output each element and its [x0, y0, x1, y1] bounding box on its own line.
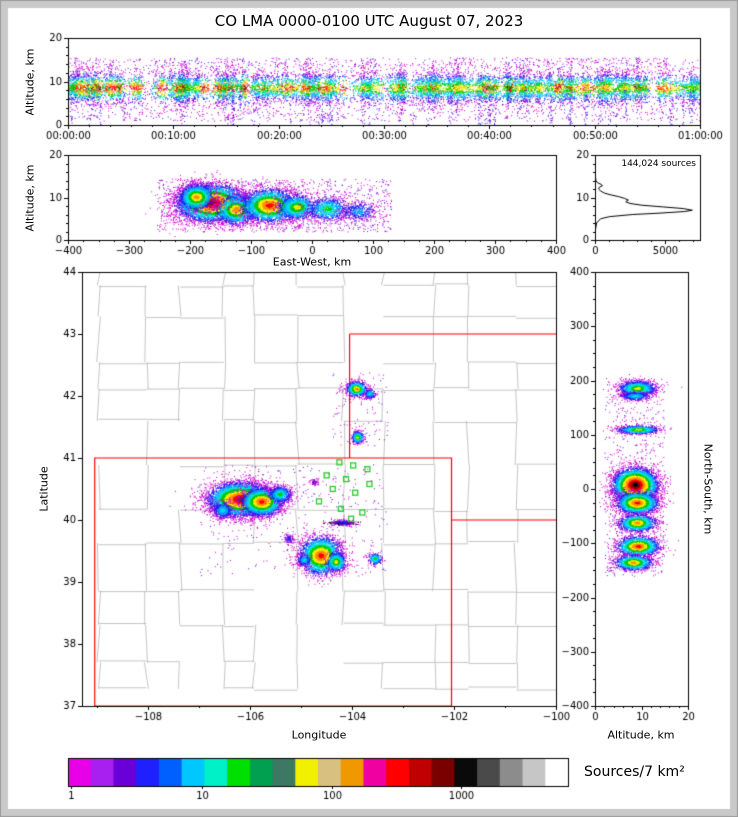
colorbar-label: Sources/7 km²: [584, 764, 685, 780]
north-south-ylabel: North-South, km: [701, 443, 715, 535]
north-south-xlabel: Altitude, km: [607, 728, 675, 742]
east-west-xlabel: East-West, km: [272, 255, 352, 269]
east-west-ylabel: Altitude, km: [23, 164, 37, 232]
page-title: CO LMA 0000-0100 UTC August 07, 2023: [214, 12, 524, 30]
map-xlabel: Longitude: [291, 728, 347, 742]
map-ylabel: Latitude: [37, 466, 51, 512]
source-count-annotation: 144,024 sources: [621, 159, 696, 169]
time-height-ylabel: Altitude, km: [23, 48, 37, 116]
